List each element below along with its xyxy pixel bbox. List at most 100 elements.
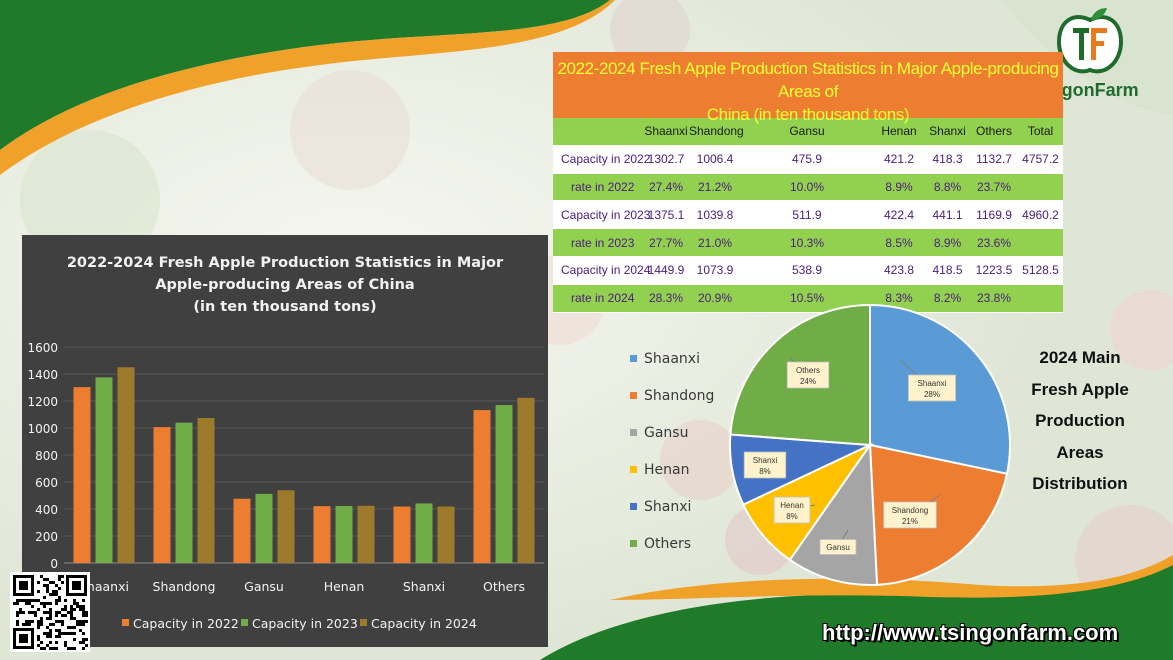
pie-legend: Shaanxi Shandong Gansu Henan Shanxi Others <box>630 340 714 562</box>
table-cell: 418.5 <box>925 256 970 285</box>
pie-data-label: Henan 8% <box>773 496 816 524</box>
website-url: http://www.tsingonfarm.com <box>822 620 1119 645</box>
bar-gansu-1 <box>233 498 251 563</box>
table-header-row: Shaanxi Shandong Gansu Henan Shanxi Others Tot… <box>553 118 1063 146</box>
pie-label-percent: 21% <box>902 517 918 526</box>
table-cell: 421.2 <box>873 145 925 174</box>
legend-swatch <box>241 619 248 626</box>
legend-label: Gansu <box>644 424 689 441</box>
table-row-label: rate in 2023 <box>553 228 643 257</box>
pie-chart: Shaanxi 28% Shandong 21% Gansu Henan 8% Shanxi 8… <box>729 303 1011 586</box>
y-tick-label: 0 <box>50 557 58 571</box>
bar-shandong-1 <box>153 427 171 563</box>
pie-label-name: Shanxi <box>753 456 778 465</box>
table-row: rate in 2022 27.4% 21.2% 10.0% 8.9% 8.8% 23.7% <box>553 173 1063 202</box>
pie-legend-item: Gansu <box>630 414 714 451</box>
legend-label: Capacity in 2022 <box>133 616 239 631</box>
table-row: Capacity in 2022 1302.7 1006.4 475.9 421.2 41… <box>553 145 1063 174</box>
table-cell: 1302.7 <box>643 145 689 174</box>
bar-shandong-2 <box>175 422 193 563</box>
table-cell: 1169.9 <box>970 200 1018 230</box>
table-cell: 4960.2 <box>1018 200 1063 230</box>
legend-swatch <box>630 466 637 473</box>
pie-label-name: Gansu <box>826 543 850 552</box>
table-header-cell: Total <box>1018 118 1063 146</box>
legend-label: Others <box>644 535 692 552</box>
table-cell: 8.9% <box>873 173 925 202</box>
table-cell: 21.2% <box>689 173 741 202</box>
pie-label-percent: 8% <box>759 467 771 476</box>
bar-gansu-3 <box>277 490 295 563</box>
legend-swatch <box>630 429 637 436</box>
legend-swatch <box>630 392 637 399</box>
y-tick-label: 1200 <box>27 395 58 409</box>
legend-label: Shaanxi <box>644 350 700 367</box>
pie-label-name: Henan <box>780 501 804 510</box>
bar-shaanxi-3 <box>117 367 135 563</box>
table-header-cell: Shanxi <box>925 118 970 146</box>
bar-chart: 2022-2024 Fresh Apple Production Statist… <box>27 255 544 631</box>
apple-logo-icon <box>1056 8 1124 74</box>
legend-swatch <box>360 619 367 626</box>
bar-shaanxi-1 <box>73 387 91 563</box>
legend-label: Capacity in 2023 <box>252 616 358 631</box>
production-data-table: Shaanxi Shandong Gansu Henan Shanxi Others Tot… <box>553 118 1063 313</box>
table-row: Capacity in 2023 1375.1 1039.8 511.9 422.4 44… <box>553 200 1063 230</box>
table-cell <box>1018 284 1063 313</box>
bar-henan-2 <box>335 505 353 563</box>
table-cell: 1006.4 <box>689 145 741 174</box>
table-row-label: Capacity in 2022 <box>553 145 650 174</box>
pie-chart-title: 2024 Main Fresh Apple Production Areas Distr… <box>1020 342 1140 500</box>
table-cell: 23.6% <box>970 228 1018 257</box>
bar-shandong-3 <box>197 418 215 563</box>
table-header-cell: Shandong <box>689 118 744 146</box>
legend-label: Shandong <box>644 387 715 404</box>
pie-title-line: Fresh Apple <box>1031 379 1129 399</box>
pie-title-line: Distribution <box>1032 474 1128 493</box>
bar-gansu-2 <box>255 493 273 563</box>
table-cell: 27.4% <box>643 173 689 202</box>
pie-title-line: Areas <box>1056 442 1104 462</box>
x-tick-label: Shaanxi <box>79 579 129 594</box>
table-cell: 8.8% <box>925 173 970 202</box>
table-row: Capacity in 2024 1449.9 1073.9 538.9 423.8 41… <box>553 256 1063 285</box>
pie-label-percent: 28% <box>924 390 940 399</box>
bar-others-3 <box>517 397 535 563</box>
bar-henan-1 <box>313 506 331 563</box>
bar-chart-title: 2022-2024 Fresh Apple Production Statist… <box>67 255 504 315</box>
qr-code-icon <box>10 572 90 652</box>
pie-data-label: Gansu <box>819 529 857 555</box>
pie-label-percent: 8% <box>786 512 798 521</box>
bar-shanxi-1 <box>393 506 411 563</box>
table-cell: 1039.8 <box>689 200 741 230</box>
x-tick-label: Gansu <box>244 579 284 594</box>
pie-slice-shandong <box>868 443 1009 586</box>
legend-swatch <box>630 503 637 510</box>
bar-legend: Capacity in 2022 Capacity in 2023 Capacity… <box>122 616 477 631</box>
table-cell <box>1018 228 1063 257</box>
production-table: 2022-2024 Fresh Apple Production Statist… <box>553 52 1063 313</box>
table-cell: 5128.5 <box>1018 256 1063 285</box>
table-header-cell: Gansu <box>741 118 873 146</box>
x-tick-label: Shanxi <box>403 579 445 594</box>
pie-label-percent: 24% <box>800 377 816 386</box>
table-cell: 8.9% <box>925 228 970 257</box>
pie-data-label: Others 24% <box>786 357 830 389</box>
pie-legend-item: Henan <box>630 451 714 488</box>
pie-legend-item: Shandong <box>630 377 714 414</box>
table-cell: 1449.9 <box>643 256 689 285</box>
table-row: rate in 2023 27.7% 21.0% 10.3% 8.5% 8.9% 23.6% <box>553 228 1063 257</box>
table-header-cell: Shaanxi <box>643 118 689 146</box>
legend-swatch <box>630 355 637 362</box>
bar-henan-3 <box>357 505 375 563</box>
y-tick-label: 200 <box>35 530 58 544</box>
table-cell: 423.8 <box>873 256 925 285</box>
legend-label: Shanxi <box>644 498 692 515</box>
table-cell: 21.0% <box>689 228 741 257</box>
table-cell: 1073.9 <box>689 256 741 285</box>
table-header-cell <box>553 118 643 146</box>
table-cell: 28.3% <box>643 284 689 313</box>
table-cell: 422.4 <box>873 200 925 230</box>
pie-label-name: Others <box>796 366 820 375</box>
table-cell: 10.0% <box>741 173 873 202</box>
